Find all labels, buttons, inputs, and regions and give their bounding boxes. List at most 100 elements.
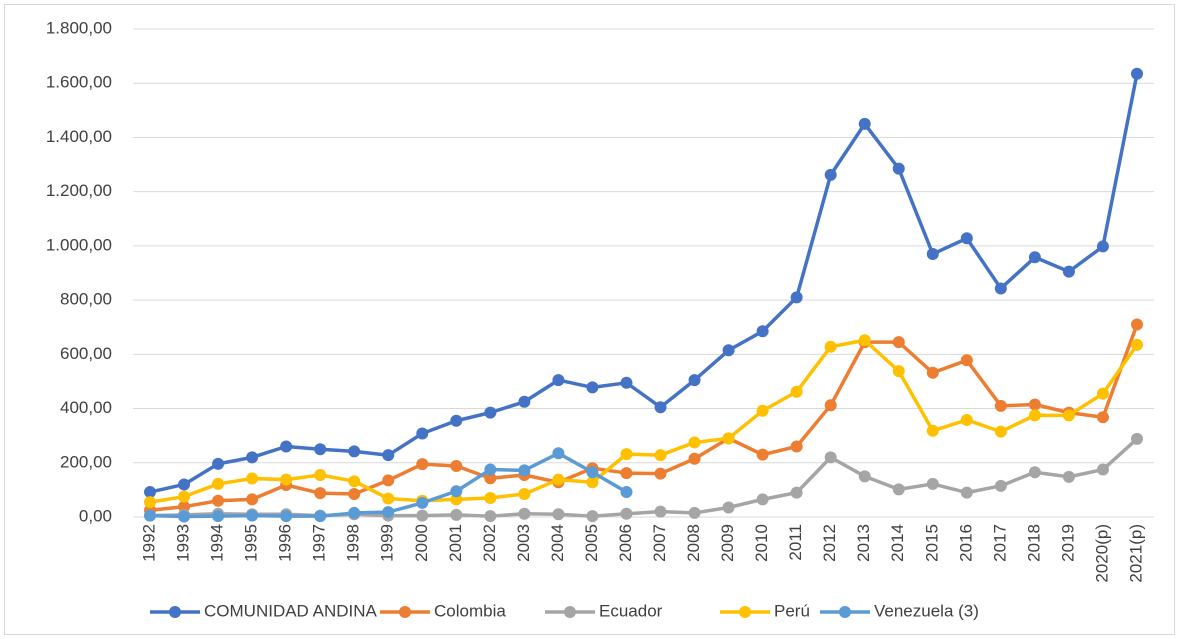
legend-marker <box>169 606 181 618</box>
x-tick-label: 1992 <box>140 524 159 562</box>
x-tick-label: 2007 <box>650 524 669 562</box>
legend-label: Ecuador <box>599 601 663 620</box>
data-point <box>314 487 327 500</box>
x-tick-label: 2005 <box>582 524 601 562</box>
y-tick-label: 400,00 <box>60 398 112 417</box>
data-point <box>382 492 395 505</box>
x-tick-label: 2021(p) <box>1126 524 1145 583</box>
x-tick-label: 2000 <box>412 524 431 562</box>
x-tick-label: 2009 <box>718 524 737 562</box>
data-point <box>994 425 1007 438</box>
data-point <box>586 510 599 523</box>
data-point <box>416 427 429 440</box>
data-point <box>960 354 973 367</box>
data-point <box>484 472 497 485</box>
data-point <box>382 474 395 487</box>
data-point <box>280 510 293 523</box>
data-point <box>654 505 667 518</box>
data-point <box>756 325 769 338</box>
data-point <box>688 374 701 387</box>
data-point <box>484 406 497 419</box>
x-tick-label: 2001 <box>446 524 465 562</box>
data-point <box>484 510 497 523</box>
x-tick-label: 2012 <box>820 524 839 562</box>
data-point <box>246 472 259 485</box>
data-point <box>654 467 667 480</box>
data-point <box>552 374 565 387</box>
data-point <box>1028 251 1041 264</box>
data-point <box>858 334 871 347</box>
data-point <box>1130 432 1143 445</box>
data-point <box>688 452 701 465</box>
x-tick-label: 1999 <box>378 524 397 562</box>
data-point <box>212 477 225 490</box>
data-point <box>450 460 463 473</box>
data-point <box>484 463 497 476</box>
data-point <box>688 436 701 449</box>
y-tick-label: 200,00 <box>60 452 112 471</box>
data-point <box>552 473 565 486</box>
data-point <box>178 490 191 503</box>
data-point <box>416 496 429 509</box>
x-tick-label: 2006 <box>616 524 635 562</box>
data-point <box>144 496 157 509</box>
legend-label: COMUNIDAD ANDINA <box>204 601 378 620</box>
chart-frame <box>4 4 1175 635</box>
data-point <box>450 485 463 498</box>
data-point <box>484 492 497 505</box>
legend-marker <box>839 606 851 618</box>
y-tick-label: 1.000,00 <box>46 235 112 254</box>
data-point <box>416 509 429 522</box>
data-point <box>892 162 905 175</box>
y-tick-label: 0,00 <box>79 506 112 525</box>
data-point <box>926 366 939 379</box>
data-point <box>790 291 803 304</box>
data-point <box>926 477 939 490</box>
data-point <box>382 449 395 462</box>
data-point <box>1062 470 1075 483</box>
x-tick-label: 1994 <box>208 524 227 562</box>
data-point <box>552 508 565 521</box>
x-tick-label: 2019 <box>1058 524 1077 562</box>
data-point <box>688 506 701 519</box>
legend-marker <box>739 606 751 618</box>
legend-marker <box>399 606 411 618</box>
x-tick-label: 2020(p) <box>1092 524 1111 583</box>
data-point <box>1130 318 1143 331</box>
legend-label: Perú <box>774 601 810 620</box>
data-point <box>960 413 973 426</box>
data-point <box>824 451 837 464</box>
data-point <box>382 506 395 519</box>
data-point <box>722 501 735 514</box>
y-tick-label: 1.800,00 <box>46 18 112 37</box>
data-point <box>756 404 769 417</box>
x-tick-label: 1996 <box>276 524 295 562</box>
data-point <box>450 414 463 427</box>
data-point <box>314 443 327 456</box>
data-point <box>654 401 667 414</box>
data-point <box>892 365 905 378</box>
data-point <box>1028 466 1041 479</box>
data-point <box>586 466 599 479</box>
x-tick-label: 2017 <box>990 524 1009 562</box>
data-point <box>518 464 531 477</box>
data-point <box>994 282 1007 295</box>
x-tick-label: 2018 <box>1024 524 1043 562</box>
data-point <box>1096 240 1109 253</box>
x-tick-label: 1993 <box>174 524 193 562</box>
data-point <box>790 385 803 398</box>
x-tick-label: 2010 <box>752 524 771 562</box>
data-point <box>1028 409 1041 422</box>
data-point <box>246 493 259 506</box>
data-point <box>926 424 939 437</box>
x-tick-label: 2002 <box>480 524 499 562</box>
data-point <box>722 432 735 445</box>
data-point <box>212 457 225 470</box>
data-point <box>1062 265 1075 278</box>
y-tick-label: 1.400,00 <box>46 127 112 146</box>
x-tick-label: 2013 <box>854 524 873 562</box>
x-tick-label: 2016 <box>956 524 975 562</box>
data-point <box>518 507 531 520</box>
legend-marker <box>564 606 576 618</box>
data-point <box>212 494 225 507</box>
